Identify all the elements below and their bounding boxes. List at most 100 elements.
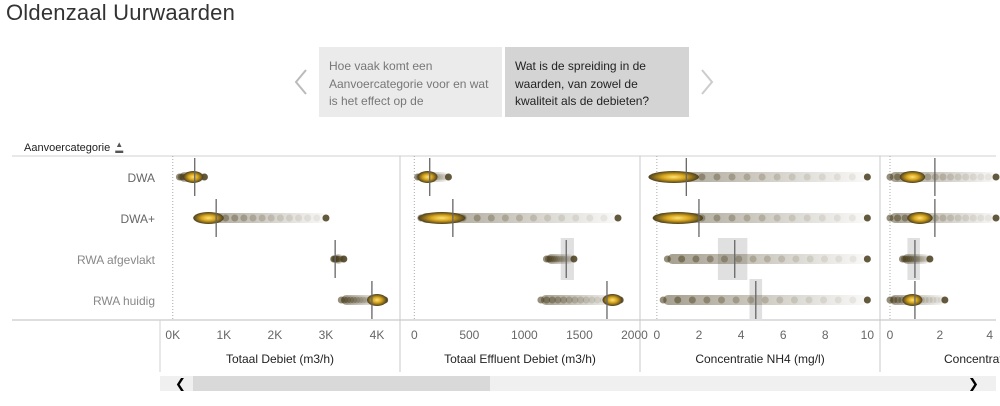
data-point <box>890 296 898 304</box>
data-point <box>688 296 696 304</box>
x-axis-title: Concentratie <box>943 352 1000 366</box>
distribution-strip <box>667 254 868 264</box>
data-point <box>530 214 538 222</box>
data-point <box>659 296 667 304</box>
data-point <box>356 296 364 304</box>
data-point <box>894 296 902 304</box>
row-header-label: Aanvoercategorie <box>24 142 111 154</box>
data-point <box>778 255 786 263</box>
data-point <box>820 296 828 304</box>
data-point <box>359 296 367 304</box>
sort-ascending-icon[interactable]: ▲ ▬ <box>115 140 124 156</box>
data-point <box>334 255 342 263</box>
data-point <box>788 173 796 181</box>
data-point <box>267 214 275 222</box>
data-point <box>886 173 894 181</box>
data-point <box>554 296 562 304</box>
data-point <box>674 296 682 304</box>
data-point <box>558 214 566 222</box>
data-point <box>984 214 992 222</box>
data-point-max <box>941 296 949 304</box>
data-point <box>758 214 766 222</box>
x-tick-label: 2 <box>936 328 944 342</box>
data-point <box>728 214 736 222</box>
data-point <box>554 255 562 263</box>
data-point <box>295 214 303 222</box>
data-point <box>313 214 321 222</box>
data-point <box>818 214 826 222</box>
distribution-strip <box>663 295 868 305</box>
scroll-right-icon[interactable]: ❯ <box>968 375 979 391</box>
data-point <box>834 296 842 304</box>
data-point <box>910 255 918 263</box>
story-next-icon[interactable] <box>700 68 714 96</box>
x-tick-label: 1000 <box>511 328 538 342</box>
data-point <box>240 214 248 222</box>
data-point <box>776 296 784 304</box>
data-point <box>792 255 800 263</box>
data-point <box>276 214 284 222</box>
row-label-dwa: DWA <box>127 171 155 185</box>
data-point <box>818 173 826 181</box>
data-point <box>977 214 985 222</box>
data-point <box>544 214 552 222</box>
x-tick-label: 2K <box>267 328 283 342</box>
x-tick-label: 8 <box>821 328 829 342</box>
data-point <box>249 214 257 222</box>
distribution-strip <box>656 213 868 223</box>
data-point-max <box>863 214 871 222</box>
data-point <box>706 255 714 263</box>
scrollbar-thumb[interactable] <box>193 376 490 391</box>
data-point <box>763 255 771 263</box>
row-header[interactable]: Aanvoercategorie ▲ ▬ <box>24 140 124 156</box>
data-point <box>918 255 926 263</box>
x-tick-label: 0 <box>886 328 894 342</box>
data-point <box>969 173 977 181</box>
x-tick-label: 3K <box>318 328 334 342</box>
data-point <box>916 255 924 263</box>
data-point <box>543 296 551 304</box>
data-point <box>833 173 841 181</box>
data-point <box>849 255 857 263</box>
data-point <box>977 173 985 181</box>
data-point <box>560 296 568 304</box>
data-point <box>954 173 962 181</box>
data-point <box>335 255 343 263</box>
data-point <box>849 296 857 304</box>
story-point-1-text: Hoe vaak komt een Aanvoercategorie voor … <box>329 59 489 108</box>
data-point <box>835 255 843 263</box>
distribution-strip <box>198 213 326 223</box>
data-point <box>347 296 355 304</box>
data-point <box>600 214 608 222</box>
data-point <box>788 214 796 222</box>
data-point <box>848 214 856 222</box>
data-point <box>231 214 239 222</box>
data-point <box>732 296 740 304</box>
data-point <box>586 214 594 222</box>
data-point <box>721 255 729 263</box>
data-point-max <box>863 296 871 304</box>
data-point <box>582 296 590 304</box>
page-title: Oldenzaal Uurwaarden <box>6 0 236 25</box>
data-point <box>304 214 312 222</box>
story-point-1[interactable]: Hoe vaak komt een Aanvoercategorie voor … <box>319 47 502 117</box>
data-point <box>821 255 829 263</box>
data-point-max <box>614 214 622 222</box>
density-peak <box>648 171 699 183</box>
data-point-max <box>992 214 1000 222</box>
data-point <box>438 173 446 181</box>
story-prev-icon[interactable] <box>294 68 308 96</box>
density-peak <box>902 294 923 306</box>
density-peak <box>183 171 204 183</box>
story-point-2[interactable]: Wat is de spreiding in de waarden, van z… <box>505 47 689 117</box>
data-point <box>805 296 813 304</box>
x-axis-title: Totaal Effluent Debiet (m3/h) <box>444 352 596 366</box>
data-point <box>921 296 929 304</box>
data-point <box>343 296 351 304</box>
data-point <box>487 214 495 222</box>
data-point <box>886 214 894 222</box>
density-peak <box>907 212 933 224</box>
data-point <box>906 255 914 263</box>
scroll-left-icon[interactable]: ❮ <box>175 375 186 391</box>
data-point <box>552 255 560 263</box>
